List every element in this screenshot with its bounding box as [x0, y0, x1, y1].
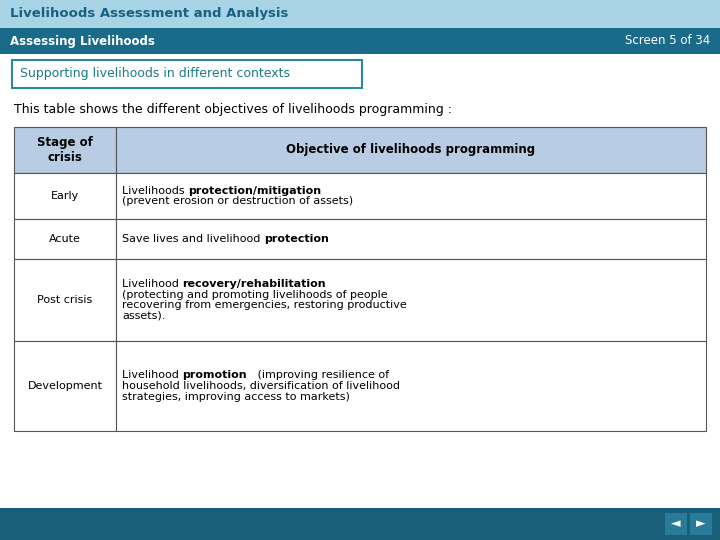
Text: Objective of livelihoods programming: Objective of livelihoods programming — [287, 144, 536, 157]
Text: promotion: promotion — [182, 370, 247, 381]
Bar — [14, 219, 116, 259]
Text: Save lives and livelihood: Save lives and livelihood — [122, 234, 264, 244]
Text: This table shows the different objectives of livelihoods programming :: This table shows the different objective… — [14, 103, 452, 116]
Text: Livelihoods Assessment and Analysis: Livelihoods Assessment and Analysis — [10, 8, 289, 21]
Text: Screen 5 of 34: Screen 5 of 34 — [625, 35, 710, 48]
Text: (protecting and promoting livelihoods of people: (protecting and promoting livelihoods of… — [122, 290, 387, 300]
Text: Development: Development — [27, 381, 102, 391]
Text: Livelihood: Livelihood — [122, 370, 182, 381]
Text: assets).: assets). — [122, 310, 166, 321]
Bar — [116, 341, 706, 431]
Bar — [665, 513, 687, 535]
Bar — [14, 173, 116, 219]
Text: Livelihood: Livelihood — [122, 279, 182, 289]
Text: Supporting livelihoods in different contexts: Supporting livelihoods in different cont… — [20, 68, 290, 80]
Text: Acute: Acute — [49, 234, 81, 244]
Text: (prevent erosion or destruction of assets): (prevent erosion or destruction of asset… — [122, 196, 353, 206]
Text: protection/mitigation: protection/mitigation — [188, 186, 321, 195]
Bar — [690, 513, 712, 535]
Bar — [14, 341, 116, 431]
Text: strategies, improving access to markets): strategies, improving access to markets) — [122, 392, 350, 402]
Text: Stage of
crisis: Stage of crisis — [37, 136, 93, 164]
Bar — [14, 259, 116, 341]
Bar — [116, 259, 706, 341]
Bar — [116, 219, 706, 259]
Text: Post crisis: Post crisis — [37, 295, 93, 305]
Text: recovery/rehabilitation: recovery/rehabilitation — [182, 279, 326, 289]
Bar — [0, 28, 720, 54]
Text: household livelihoods, diversification of livelihood: household livelihoods, diversification o… — [122, 381, 400, 391]
Text: recovering from emergencies, restoring productive: recovering from emergencies, restoring p… — [122, 300, 407, 310]
Bar — [0, 508, 720, 540]
Text: Livelihoods: Livelihoods — [122, 186, 188, 195]
Text: protection: protection — [264, 234, 329, 244]
Text: ►: ► — [696, 517, 706, 530]
Text: ◄: ◄ — [671, 517, 681, 530]
Text: Early: Early — [51, 191, 79, 201]
Bar — [116, 127, 706, 173]
Bar — [116, 173, 706, 219]
Text: (improving resilience of: (improving resilience of — [247, 370, 389, 381]
Bar — [0, 0, 720, 28]
Text: Assessing Livelihoods: Assessing Livelihoods — [10, 35, 155, 48]
Bar — [12, 60, 362, 88]
Bar — [14, 127, 116, 173]
